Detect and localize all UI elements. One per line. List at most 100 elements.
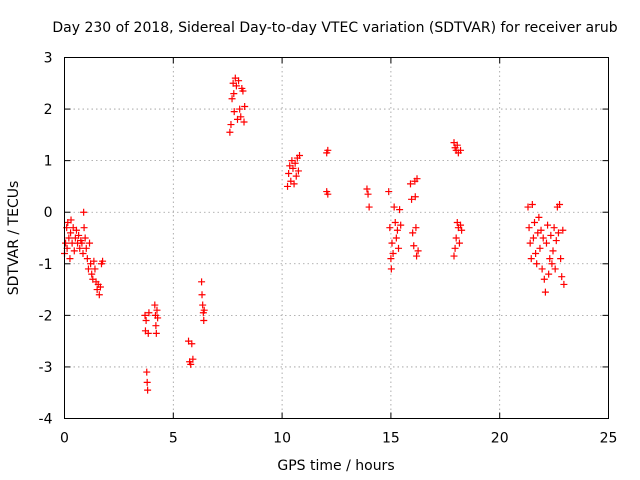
data-point [84, 265, 92, 273]
data-point [80, 208, 88, 216]
data-point [395, 244, 403, 252]
data-point [66, 255, 74, 263]
data-point [556, 200, 564, 208]
chart-title: Day 230 of 2018, Sidereal Day-to-day VTE… [52, 20, 618, 36]
data-point [72, 226, 80, 234]
data-point [232, 82, 240, 90]
data-point [67, 216, 75, 224]
data-point [532, 249, 540, 257]
data-point [524, 203, 532, 211]
data-point [324, 190, 332, 198]
data-point [290, 180, 298, 188]
data-point [152, 329, 160, 337]
data-point [292, 172, 300, 180]
data-point [239, 87, 247, 95]
data-point [413, 175, 421, 183]
data-point [144, 329, 152, 337]
data-point [457, 146, 465, 154]
data-point [67, 229, 75, 237]
data-point [387, 265, 395, 273]
y-tick-label: 2 [44, 102, 53, 118]
data-point [230, 108, 238, 116]
data-point [153, 306, 161, 314]
x-tick-label: 25 [600, 431, 618, 447]
data-point [80, 224, 88, 232]
data-point [198, 291, 206, 299]
y-tick-label: -4 [39, 412, 53, 428]
axes: 0 5 10 15 20 25 -4 -3 -2 -1 0 1 2 3 [39, 51, 618, 447]
data-point [544, 221, 552, 229]
data-point [453, 141, 461, 149]
data-point [525, 224, 533, 232]
data-point [540, 275, 548, 283]
data-point [96, 283, 104, 291]
y-tick-label: 3 [44, 51, 53, 67]
data-point [189, 355, 197, 363]
data-point [227, 121, 235, 129]
data-point [151, 301, 159, 309]
data-point [455, 239, 463, 247]
data-point [294, 167, 302, 175]
data-point [451, 244, 459, 252]
data-point [142, 317, 150, 325]
y-tick-label: 0 [44, 205, 53, 221]
data-point [411, 193, 419, 201]
data-point [529, 234, 537, 242]
data-point [546, 255, 554, 263]
data-point [396, 206, 404, 214]
data-point [82, 244, 90, 252]
data-point [550, 224, 558, 232]
x-tick-label: 5 [169, 431, 178, 447]
data-points [61, 74, 568, 394]
data-point [408, 195, 416, 203]
x-tick-label: 10 [273, 431, 291, 447]
data-point [296, 151, 304, 159]
data-point [414, 247, 422, 255]
data-point [78, 239, 86, 247]
data-point [143, 378, 151, 386]
data-point [536, 244, 544, 252]
data-point [450, 252, 458, 260]
data-point [241, 102, 249, 110]
data-point [389, 249, 397, 257]
data-point [527, 255, 535, 263]
data-point [65, 234, 73, 242]
data-point [537, 226, 545, 234]
y-axis-label: SDTVAR / TECUs [6, 181, 22, 296]
data-point [457, 221, 465, 229]
data-point [410, 242, 418, 250]
data-point [385, 188, 393, 196]
data-point [413, 252, 421, 260]
data-point [237, 113, 245, 121]
data-point [388, 239, 396, 247]
data-point [390, 203, 398, 211]
data-point [539, 234, 547, 242]
data-point [226, 128, 234, 136]
data-point [154, 314, 162, 322]
data-point [91, 265, 99, 273]
data-point [560, 280, 568, 288]
data-point [235, 77, 243, 85]
data-point [83, 255, 91, 263]
data-point [62, 239, 70, 247]
data-point [531, 219, 539, 227]
plot-frame [64, 57, 609, 419]
y-tick-label: -2 [39, 308, 53, 324]
data-point [240, 118, 248, 126]
data-point [391, 219, 399, 227]
data-point [526, 239, 534, 247]
data-point [549, 247, 557, 255]
data-point [528, 200, 536, 208]
data-point [412, 224, 420, 232]
x-axis-label: GPS time / hours [277, 458, 394, 474]
data-point [75, 231, 83, 239]
data-point [535, 213, 543, 221]
data-point [95, 291, 103, 299]
x-tick-label: 15 [382, 431, 400, 447]
data-point [81, 234, 89, 242]
data-point [547, 231, 555, 239]
x-tick-label: 20 [491, 431, 509, 447]
data-point [236, 105, 244, 113]
data-point [200, 306, 208, 314]
data-point [558, 273, 566, 281]
